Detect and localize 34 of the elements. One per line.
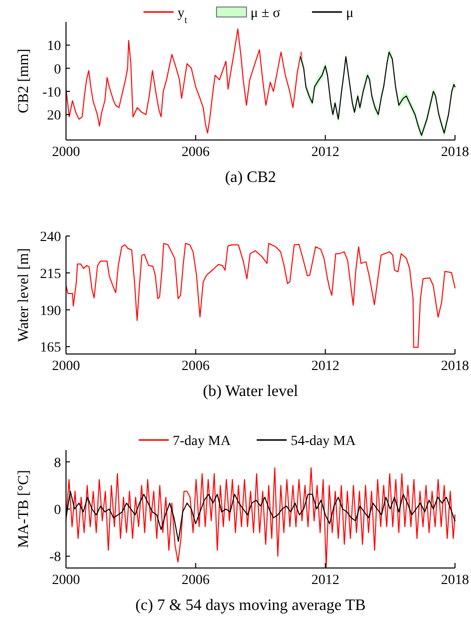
y-tick-label: 215 xyxy=(40,266,61,282)
legend-label: 54-day MA xyxy=(290,434,357,449)
y-tick-label: 8 xyxy=(54,456,61,471)
text: (c) 7 & 54 days moving average TB xyxy=(135,597,366,614)
y-tick-label: 240 xyxy=(40,230,61,245)
y-tick-label: 0 xyxy=(54,503,61,518)
y-tick-label: -10 xyxy=(42,85,61,100)
x-tick-label: 2000 xyxy=(52,359,80,374)
x-tick-label: 2018 xyxy=(441,145,469,160)
y-tick-label: -8 xyxy=(49,550,61,566)
x-tick-label: 2018 xyxy=(441,573,469,588)
y-tick-label: 0 xyxy=(54,62,61,78)
text: μ ± σ xyxy=(250,6,281,21)
y-axis-title: MA-TB [°C] xyxy=(16,470,32,548)
y-tick-label: 10 xyxy=(47,39,61,54)
y-tick-label: 165 xyxy=(40,340,61,356)
x-tick-label: 2018 xyxy=(441,359,469,374)
x-tick-label: 2012 xyxy=(311,573,340,588)
x-tick-label: 2006 xyxy=(182,145,210,160)
legend-label: μ xyxy=(346,6,354,21)
legend-label: y$_{t}$ xyxy=(178,6,188,26)
x-tick-label: 2000 xyxy=(52,145,80,160)
y-tick-label: 190 xyxy=(40,304,61,319)
text: (a) CB2 xyxy=(224,169,276,186)
x-tick-label: 2000 xyxy=(52,573,80,588)
x-tick-label: 2006 xyxy=(182,359,210,374)
y-axis-title: CB2 [mm] xyxy=(16,48,32,114)
x-tick-label: 2006 xyxy=(182,573,210,588)
y-axis-title: Water level [m] xyxy=(16,248,32,342)
text: (b) Water level xyxy=(202,383,299,400)
legend-label: 7-day MA xyxy=(172,434,232,449)
x-tick-label: 2012 xyxy=(311,145,340,160)
x-tick-label: 2012 xyxy=(311,359,340,374)
y-tick-label: 20 xyxy=(47,108,61,124)
